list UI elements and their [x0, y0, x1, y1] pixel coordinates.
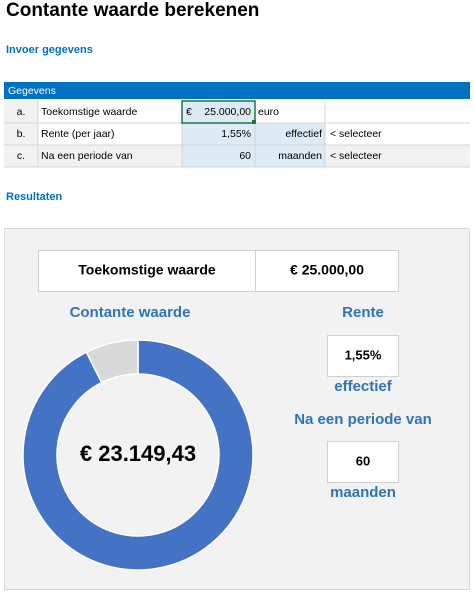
period-label: Na een periode van — [294, 411, 432, 428]
future-label: Toekomstige waarde — [78, 262, 216, 278]
table-title: Gegevens — [8, 85, 56, 97]
fill-handle — [252, 120, 256, 124]
period-unit: maanden — [330, 484, 396, 501]
row-unit: euro — [258, 106, 279, 118]
row-label: Toekomstige waarde — [41, 106, 137, 118]
pv-value: € 23.149,43 — [80, 441, 196, 466]
row-note: < selecteer — [330, 128, 382, 140]
row-letter: b. — [17, 128, 26, 140]
row-note: < selecteer — [330, 150, 382, 162]
section-heading: Resultaten — [6, 191, 63, 203]
selected-cell[interactable] — [181, 100, 256, 124]
letter-column — [4, 101, 38, 167]
donut-segment — [22, 339, 254, 571]
donut-chart — [22, 339, 254, 571]
section-heading: Invoer gegevens — [6, 44, 93, 56]
row-value: 1,55% — [221, 128, 251, 140]
row-letter: a. — [17, 106, 26, 118]
row-unit: effectief — [285, 128, 322, 140]
future-value: € 25.000,00 — [290, 262, 364, 278]
row-value: 25.000,00 — [204, 106, 251, 118]
rate-value: 1,55% — [345, 347, 382, 362]
row-label: Na een periode van — [41, 150, 133, 162]
rate-type: effectief — [334, 378, 393, 395]
row-unit: maanden — [278, 150, 322, 162]
donut-segment — [85, 339, 139, 384]
rate-label: Rente — [342, 304, 384, 321]
input-column — [182, 101, 255, 167]
table-header — [4, 82, 470, 99]
period-box — [327, 441, 399, 483]
row-value: 60 — [239, 150, 251, 162]
page-title: Contante waarde berekenen — [6, 0, 259, 21]
pv-label: Contante waarde — [70, 304, 191, 321]
period-value: 60 — [356, 453, 370, 468]
row-letter: c. — [17, 150, 25, 162]
row-label: Rente (per jaar) — [41, 128, 115, 140]
future-box — [38, 250, 399, 292]
row-currency: € — [186, 106, 192, 118]
rate-box — [327, 335, 399, 377]
